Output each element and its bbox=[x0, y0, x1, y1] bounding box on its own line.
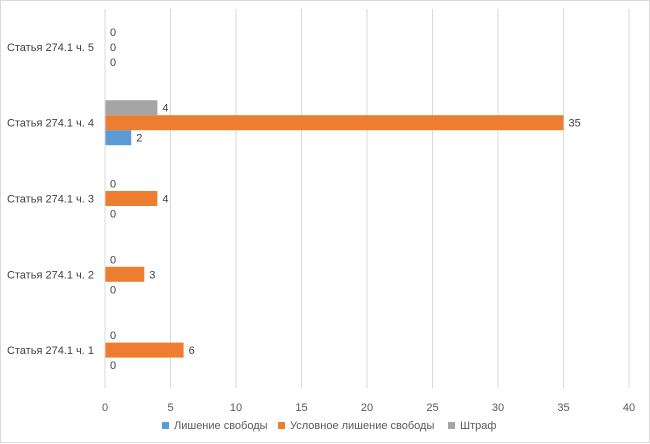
bar-1-2 bbox=[105, 191, 158, 206]
x-tick-label: 35 bbox=[557, 402, 569, 414]
bar-1-1 bbox=[105, 266, 145, 282]
x-tick-label: 25 bbox=[426, 402, 438, 414]
category-label: Статья 274.1 ч. 5 bbox=[7, 42, 94, 54]
legend-swatch-1 bbox=[278, 422, 285, 429]
category-label: Статья 274.1 ч. 2 bbox=[7, 269, 94, 281]
data-label: 0 bbox=[110, 57, 116, 69]
category-label: Статья 274.1 ч. 4 bbox=[7, 118, 94, 130]
x-tick-label: 0 bbox=[102, 402, 108, 414]
legend-swatch-0 bbox=[162, 422, 169, 429]
bar-2-3 bbox=[105, 100, 158, 116]
data-label: 0 bbox=[110, 254, 116, 266]
data-label: 0 bbox=[110, 330, 116, 342]
x-tick-label: 5 bbox=[167, 402, 173, 414]
data-label: 3 bbox=[149, 269, 155, 281]
x-tick-label: 10 bbox=[230, 402, 242, 414]
x-tick-label: 20 bbox=[361, 402, 373, 414]
data-label: 4 bbox=[162, 103, 168, 115]
data-label: 0 bbox=[110, 284, 116, 296]
bar-1-0 bbox=[105, 342, 184, 358]
data-label: 0 bbox=[110, 27, 116, 39]
bar-0-3 bbox=[105, 130, 132, 146]
category-label: Статья 274.1 ч. 1 bbox=[7, 345, 94, 357]
legend-label: Штраф bbox=[460, 420, 496, 432]
data-label: 6 bbox=[189, 345, 195, 357]
legend-label: Условное лишение свободы bbox=[290, 420, 434, 432]
legend-label: Лишение свободы bbox=[174, 420, 268, 432]
data-label: 4 bbox=[162, 194, 168, 206]
data-label: 35 bbox=[569, 118, 581, 130]
bar-1-3 bbox=[105, 115, 564, 131]
data-label: 0 bbox=[110, 209, 116, 221]
x-tick-label: 15 bbox=[295, 402, 307, 414]
data-label: 2 bbox=[136, 133, 142, 145]
data-label: 0 bbox=[110, 179, 116, 191]
x-tick-label: 40 bbox=[623, 402, 635, 414]
x-tick-label: 30 bbox=[492, 402, 504, 414]
data-label: 0 bbox=[110, 42, 116, 54]
legend-swatch-2 bbox=[448, 422, 455, 429]
data-label: 0 bbox=[110, 360, 116, 372]
category-label: Статья 274.1 ч. 3 bbox=[7, 194, 94, 206]
